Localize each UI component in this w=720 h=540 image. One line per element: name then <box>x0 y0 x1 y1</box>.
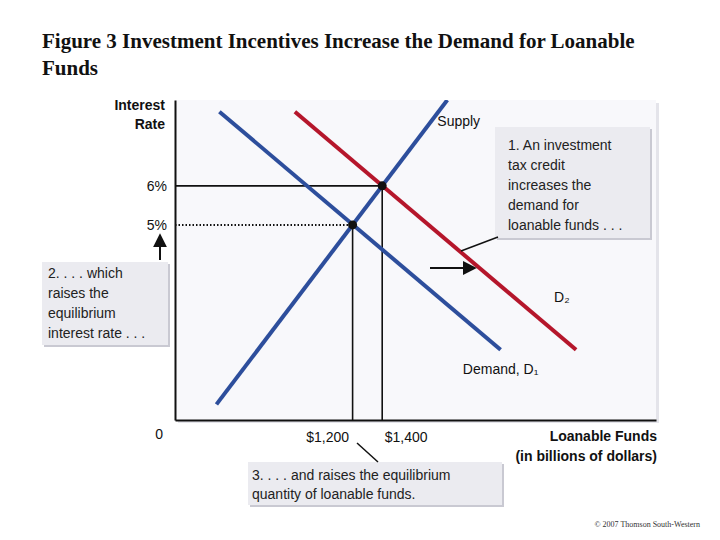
x-tick: $1,400 <box>383 420 428 445</box>
guide-line-vertical <box>352 225 354 420</box>
annotation-line: demand for <box>508 197 579 213</box>
equilibrium-point <box>348 220 357 229</box>
chart-title: Figure 3 Investment Incentives Increase … <box>42 28 642 82</box>
annotation-line: equilibrium <box>48 305 116 321</box>
series-label: Supply <box>437 113 480 129</box>
plot-panel <box>175 100 656 420</box>
annotation-line: loanable funds . . . <box>508 217 622 233</box>
y-tick-label: 5% <box>147 217 167 233</box>
y-tick-label: 0 <box>155 426 163 442</box>
shift-arrow <box>430 267 474 269</box>
x-axis-title-line: Loanable Funds <box>550 428 658 444</box>
annotation-box <box>248 462 502 505</box>
chart-svg: 0 5% 6% $1,200 $1,400 Interest Rate Loanable Fu… <box>0 0 720 540</box>
annotation-text: 1. An investment tax credit increases the d… <box>508 137 622 233</box>
annotation-text: 2. . . . which raises the equilibrium inter… <box>48 265 145 341</box>
credit: © 2007 Thomson South-Western <box>594 520 700 529</box>
series-label: Demand, D₁ <box>463 361 539 377</box>
y-axis-title: Interest Rate <box>114 97 165 132</box>
chart-page: Figure 3 Investment Incentives Increase … <box>0 0 720 540</box>
x-tick-label: $1,200 <box>306 429 349 445</box>
series-label: D₂ <box>554 289 570 305</box>
annotation-line: 2. . . . which <box>48 265 123 281</box>
y-axis-line <box>175 101 177 421</box>
annotation-line: increases the <box>508 177 591 193</box>
annotation-box <box>495 127 650 238</box>
annotations: 1. An investment tax credit increases the d… <box>42 127 652 507</box>
y-tick-label: 6% <box>147 178 167 194</box>
annotation-line: quantity of loanable funds. <box>252 486 415 502</box>
y-axis-title-line: Interest <box>114 97 165 113</box>
annotation-line: raises the <box>48 285 109 301</box>
series-line <box>219 112 500 350</box>
pointer-line <box>357 443 378 462</box>
annotation-line: tax credit <box>508 157 565 173</box>
rate-arrow <box>159 236 161 260</box>
guide-line-horizontal <box>175 224 353 226</box>
guide-line-vertical <box>381 186 383 420</box>
x-axis-title: Loanable Funds (in billions of dollars) <box>515 428 657 464</box>
x-tick-label: $1,400 <box>385 429 428 445</box>
annotation-text: 3. . . . and raises the equilibrium quant… <box>252 467 450 502</box>
x-axis-title-line: (in billions of dollars) <box>515 448 657 464</box>
annotation-line: 3. . . . and raises the equilibrium <box>252 467 450 483</box>
y-tick: 0 <box>155 421 175 443</box>
y-axis-title-line: Rate <box>135 116 166 132</box>
x-tick: $1,200 <box>306 420 353 445</box>
x-axis: $1,200 $1,400 <box>176 420 657 445</box>
guide-line-horizontal <box>175 185 382 187</box>
annotation-box <box>42 262 168 345</box>
y-tick: 6% <box>147 178 175 194</box>
x-axis-line <box>176 420 657 422</box>
equilibrium-point <box>378 181 387 190</box>
series-line <box>216 100 447 404</box>
pointer-line <box>461 237 498 251</box>
annotation-line: 1. An investment <box>508 137 612 153</box>
annotation-line: interest rate . . . <box>48 325 145 341</box>
y-tick: 5% <box>147 217 175 233</box>
